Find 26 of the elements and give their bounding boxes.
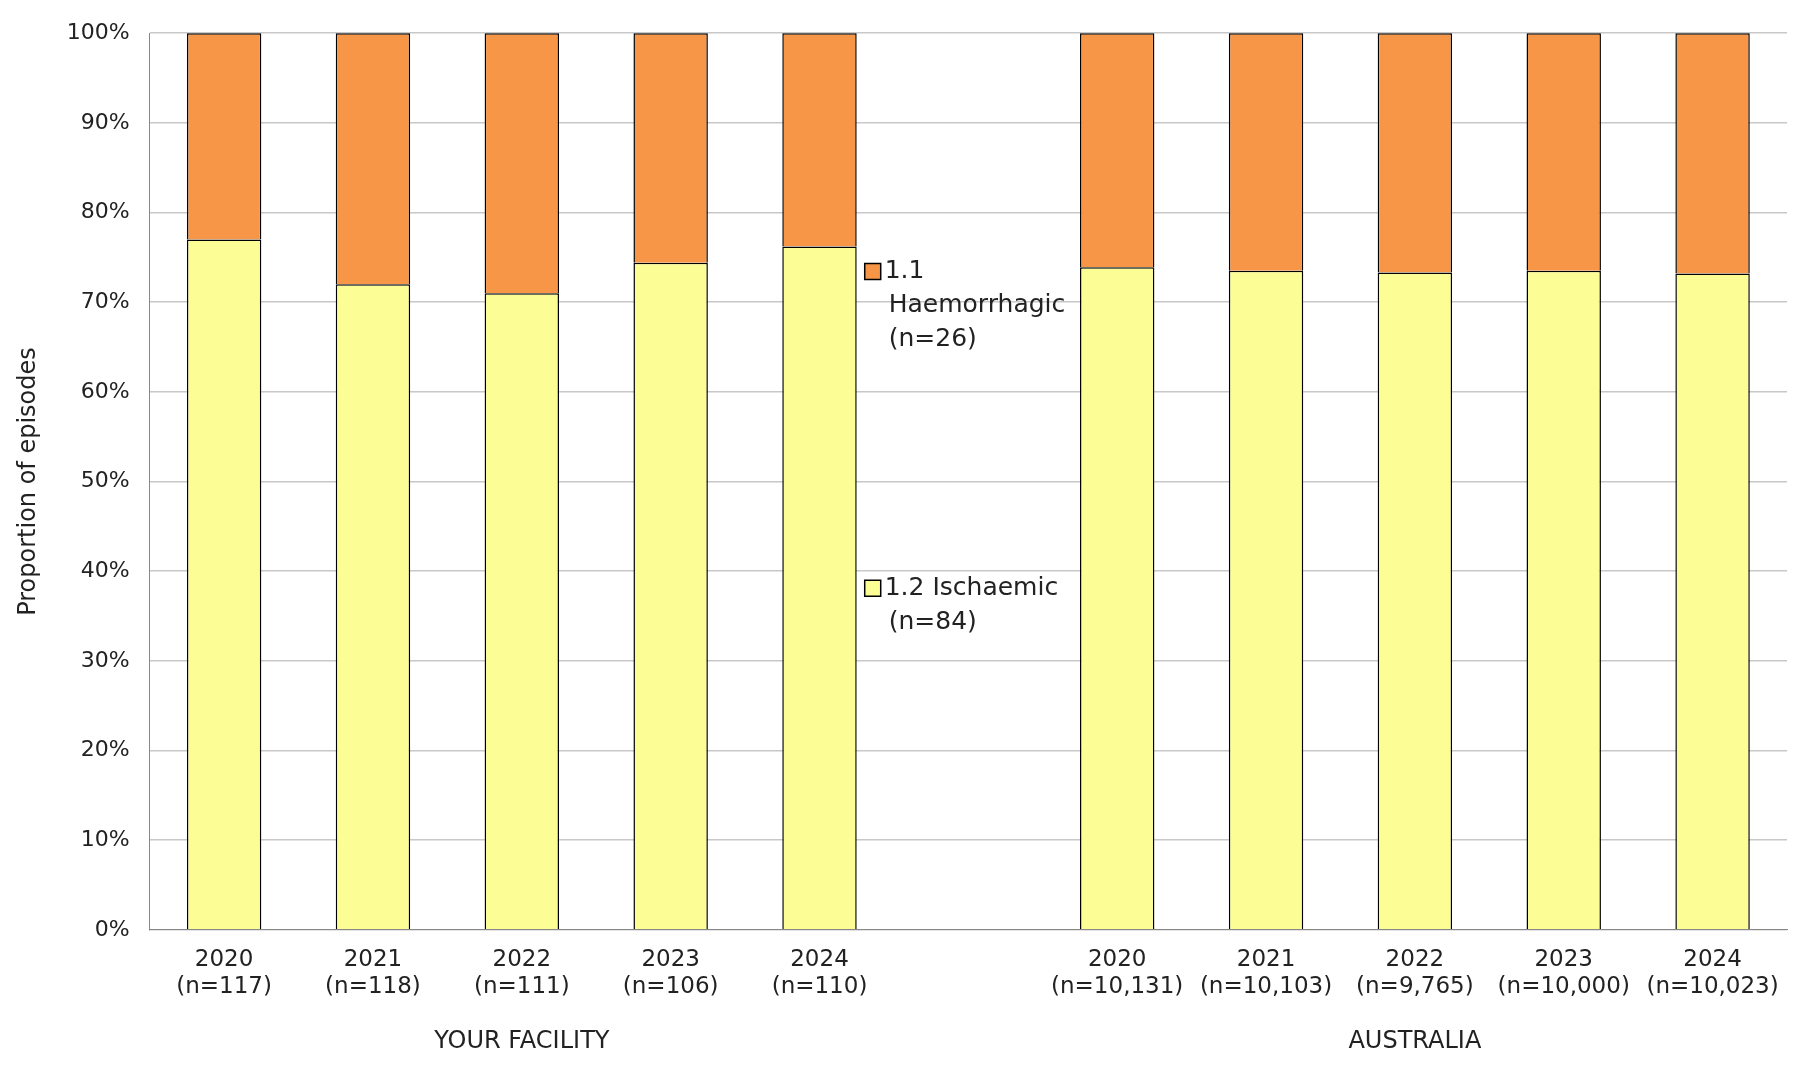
x-tick-label: 2024 (n=110) <box>771 944 868 999</box>
y-tick-label: 60% <box>80 377 130 403</box>
text: AUSTRALIA <box>1348 1026 1482 1055</box>
y-tick-label: 90% <box>80 108 130 134</box>
x-tick-label: 2021 (n=10,103) <box>1199 944 1333 999</box>
y-tick-label: 70% <box>80 287 130 313</box>
legend-label: 1.1 Haemorrhagic (n=26) <box>884 255 1066 353</box>
x-tick-label: 2024 (n=10,023) <box>1646 944 1779 999</box>
y-tick-label: 0% <box>94 915 130 941</box>
y-tick-label: 100% <box>66 18 130 44</box>
x-tick-label: 2021 (n=118) <box>325 944 421 999</box>
y-tick-label: 20% <box>80 736 130 762</box>
y-tick-label: 30% <box>80 646 130 672</box>
y-tick-label: 40% <box>80 556 130 582</box>
text: YOUR FACILITY <box>433 1026 610 1055</box>
x-tick-label: 2022 (n=111) <box>473 944 570 999</box>
y-axis-title: Proportion of episodes <box>12 347 41 616</box>
y-tick-label: 50% <box>80 467 130 493</box>
y-tick-label: 10% <box>80 825 130 851</box>
x-tick-label: 2023 (n=10,000) <box>1497 944 1630 999</box>
y-tick-label: 80% <box>80 198 130 224</box>
x-tick-label: 2022 (n=9,765) <box>1356 944 1474 999</box>
legend-label: 1.2 Ischaemic (n=84) <box>884 571 1059 635</box>
x-tick-label: 2020 (n=117) <box>176 944 272 999</box>
x-tick-label: 2023 (n=106) <box>622 944 719 999</box>
x-tick-label: 2020 (n=10,131) <box>1051 944 1184 999</box>
